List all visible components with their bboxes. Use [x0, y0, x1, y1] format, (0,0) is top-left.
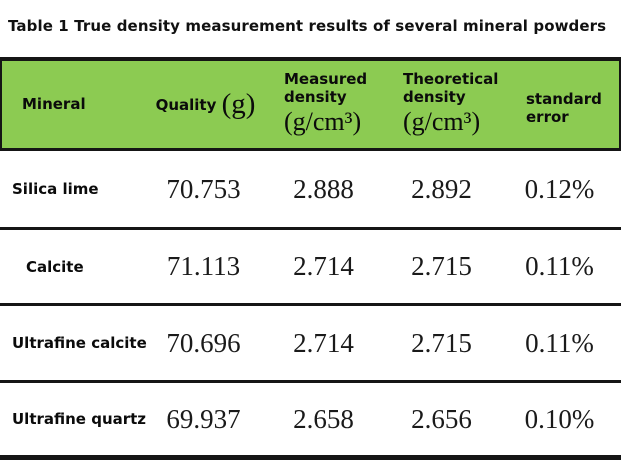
measured-density-cell: 2.714 — [293, 327, 354, 358]
theoretical-density-cell: 2.656 — [411, 403, 472, 434]
quality-cell: 69.937 — [166, 403, 241, 434]
quality-cell: 71.113 — [166, 251, 241, 281]
density-table: Mineral Quality (g) Measured density (g/… — [0, 57, 621, 460]
standard-error-cell: 0.12% — [524, 173, 595, 204]
column-header-standard-error: standard error — [526, 89, 602, 126]
measured-density-cell: 2.714 — [293, 251, 354, 281]
quality-cell: 70.753 — [166, 173, 241, 204]
column-header-measured-density: Measured density (g/cm³) — [264, 69, 387, 138]
mineral-cell: Silica lime — [12, 180, 99, 198]
standard-error-cell: 0.10% — [524, 403, 595, 434]
quality-label: Quality — [155, 96, 217, 115]
table-row-calcite: Calcite 71.113 2.714 2.715 0.11% — [0, 230, 621, 306]
table-row-silica-lime: Silica lime 70.753 2.888 2.892 0.12% — [0, 151, 621, 230]
measured-density-cell: 2.888 — [293, 173, 354, 204]
table-row-ultrafine-quartz: Ultrafine quartz 69.937 2.658 2.656 0.10… — [0, 383, 621, 460]
measured-density-unit: (g/cm³) — [284, 107, 362, 137]
quality-unit: (g) — [221, 88, 256, 121]
table-header-row: Mineral Quality (g) Measured density (g/… — [0, 57, 621, 151]
measured-density-label: Measured density — [284, 69, 368, 106]
mineral-cell: Calcite — [26, 257, 84, 276]
mineral-cell: Ultrafine quartz — [12, 410, 147, 428]
theoretical-density-unit: (g/cm³) — [403, 107, 481, 137]
standard-error-cell: 0.11% — [525, 251, 594, 281]
column-header-mineral: Mineral — [22, 94, 86, 113]
standard-error-cell: 0.11% — [525, 327, 594, 358]
quality-cell: 70.696 — [166, 327, 241, 358]
mineral-cell: Ultrafine calcite — [12, 334, 147, 352]
table-caption: Table 1 True density measurement results… — [8, 17, 607, 35]
column-header-quality: Quality (g) — [147, 87, 264, 121]
theoretical-density-cell: 2.892 — [411, 173, 472, 204]
table-row-ultrafine-calcite: Ultrafine calcite 70.696 2.714 2.715 0.1… — [0, 306, 621, 383]
theoretical-density-label: Theoretical density — [403, 69, 499, 106]
theoretical-density-cell: 2.715 — [411, 251, 472, 281]
theoretical-density-cell: 2.715 — [411, 327, 472, 358]
measured-density-cell: 2.658 — [293, 403, 354, 434]
column-header-theoretical-density: Theoretical density (g/cm³) — [387, 69, 500, 138]
